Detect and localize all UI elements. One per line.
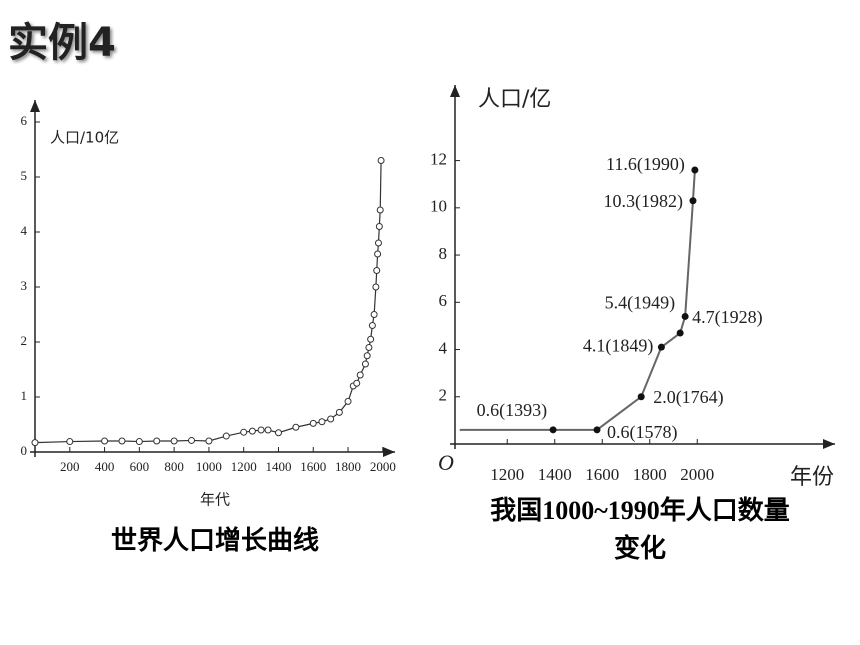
data-point: [549, 426, 557, 434]
data-label: 4.1(1849): [583, 335, 654, 356]
x-axis-label: 年份: [790, 465, 834, 490]
data-label: 0.6(1393): [477, 400, 548, 421]
data-point: [31, 439, 39, 447]
data-point: [274, 429, 282, 437]
chart-caption: 世界人口增长曲线: [110, 526, 319, 555]
data-label: 10.3(1982): [603, 191, 683, 212]
y-tick-label: 8: [439, 244, 448, 263]
x-tick-label: 1600: [300, 459, 326, 474]
data-point: [66, 438, 74, 446]
y-tick-label: 10: [430, 197, 447, 216]
data-label: 0.6(1578): [607, 422, 678, 443]
data-point: [637, 393, 645, 401]
data-label: 5.4(1949): [605, 293, 676, 314]
data-point: [118, 437, 126, 445]
data-point: [309, 419, 317, 427]
data-point: [318, 418, 326, 426]
data-point: [188, 436, 196, 444]
origin-label: O: [438, 450, 454, 475]
data-point: [372, 283, 380, 291]
data-point: [248, 427, 256, 435]
axis-arrow: [823, 439, 835, 449]
data-point: [257, 426, 265, 434]
data-point: [368, 322, 376, 329]
x-tick-label: 2000: [680, 465, 714, 484]
x-axis-label: 年代: [200, 491, 230, 509]
data-line: [34, 160, 382, 444]
y-tick-label: 5: [21, 168, 28, 183]
y-axis-label: 人口/亿: [478, 87, 551, 112]
data-point: [689, 197, 697, 205]
x-tick-label: 200: [60, 459, 80, 474]
x-tick-label: 1400: [538, 465, 572, 484]
y-tick-label: 4: [439, 338, 448, 357]
data-point: [657, 343, 665, 351]
data-point: [373, 267, 381, 274]
x-tick-label: 1400: [265, 459, 291, 474]
x-tick-label: 800: [164, 459, 184, 474]
data-point: [375, 223, 383, 230]
data-point: [101, 437, 109, 445]
chart-caption: 我国1000~1990年人口数量变化: [490, 496, 790, 563]
data-point: [353, 379, 361, 387]
data-point: [367, 335, 375, 343]
data-label: 4.7(1928): [692, 307, 763, 328]
axis-arrow: [450, 85, 460, 97]
data-point: [344, 397, 352, 405]
data-point: [676, 329, 684, 337]
data-point: [363, 352, 371, 360]
data-point: [691, 166, 699, 174]
x-tick-label: 1000: [196, 459, 222, 474]
data-point: [361, 360, 369, 368]
y-tick-label: 6: [21, 113, 28, 128]
x-tick-label: 1200: [490, 465, 524, 484]
data-point: [370, 311, 378, 318]
data-point: [264, 426, 272, 434]
y-tick-label: 2: [21, 333, 28, 348]
axis-arrow: [30, 100, 40, 112]
x-tick-label: 600: [130, 459, 150, 474]
y-tick-label: 6: [439, 291, 448, 310]
data-point: [205, 437, 213, 445]
y-tick-label: 12: [430, 149, 447, 168]
slide-title: 实例4: [8, 20, 116, 66]
data-point: [292, 423, 300, 431]
x-tick-label: 1800: [633, 465, 667, 484]
data-point: [593, 426, 601, 434]
y-tick-label: 3: [21, 278, 28, 293]
data-point: [135, 438, 143, 446]
data-label: 11.6(1990): [606, 154, 685, 175]
y-tick-label: 2: [439, 386, 448, 405]
x-tick-label: 1600: [585, 465, 619, 484]
data-point: [327, 415, 335, 423]
x-tick-label: 1200: [231, 459, 257, 474]
data-label: 2.0(1764): [653, 387, 724, 408]
data-point: [240, 428, 248, 436]
x-tick-label: 1800: [335, 459, 361, 474]
data-point: [374, 239, 382, 247]
data-point: [374, 250, 382, 258]
x-tick-label: 2000: [370, 459, 396, 474]
data-point: [376, 206, 384, 214]
y-tick-label: 0: [21, 443, 28, 458]
data-point: [377, 157, 385, 164]
data-point: [681, 312, 689, 320]
y-tick-label: 4: [21, 223, 28, 238]
data-point: [356, 371, 364, 379]
data-point: [365, 344, 373, 351]
y-axis-label: 人口/10亿: [50, 129, 119, 147]
data-point: [335, 408, 343, 416]
data-point: [153, 437, 161, 445]
x-tick-label: 400: [95, 459, 115, 474]
y-tick-label: 1: [21, 388, 28, 403]
axis-arrow: [383, 447, 395, 457]
data-point: [222, 432, 230, 440]
data-point: [170, 437, 178, 445]
